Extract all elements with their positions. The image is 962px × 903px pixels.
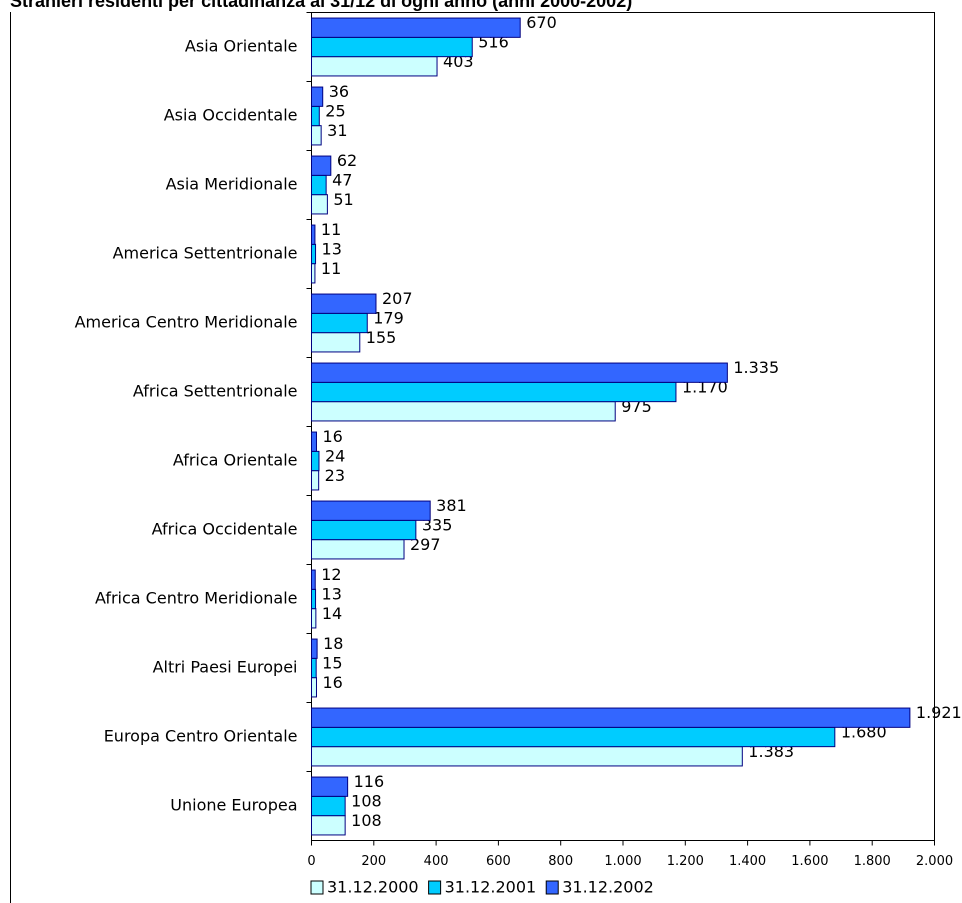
bar — [311, 519, 417, 541]
bar — [311, 450, 320, 472]
data-label: 297 — [410, 535, 441, 554]
bar — [311, 224, 316, 245]
data-label: 51 — [333, 190, 353, 209]
bar — [311, 795, 346, 817]
legend-swatch — [545, 880, 559, 895]
bar — [311, 105, 320, 127]
x-tick-label: 1.800 — [854, 854, 891, 869]
bar — [311, 608, 317, 629]
x-tick-label: 600 — [486, 854, 511, 869]
bar — [311, 174, 327, 196]
data-label: 31 — [327, 121, 347, 140]
data-label: 11 — [321, 259, 341, 278]
bar — [311, 194, 328, 215]
x-tick-label: 1.200 — [667, 854, 704, 869]
bar — [311, 155, 332, 176]
x-tick-label: 0 — [307, 854, 315, 869]
bar — [311, 36, 473, 58]
data-label: 18 — [323, 634, 343, 653]
y-tick-label: Africa Centro Meridionale — [95, 589, 298, 608]
bar — [311, 746, 743, 767]
y-tick-label: Asia Occidentale — [164, 106, 298, 125]
bar — [311, 263, 316, 284]
x-tick-label: 1.400 — [729, 854, 766, 869]
x-tick-label: 1.600 — [791, 854, 828, 869]
bar — [311, 588, 317, 610]
bar — [311, 401, 616, 422]
bar — [311, 776, 349, 797]
x-tick-label: 1.000 — [604, 854, 641, 869]
data-label: 670 — [526, 13, 557, 32]
y-tick-label: Altri Paesi Europei — [153, 658, 298, 677]
y-tick-label: Africa Settentrionale — [133, 382, 298, 401]
legend-swatch — [428, 880, 442, 895]
data-label: 36 — [329, 82, 349, 101]
bar — [311, 293, 377, 314]
bar — [311, 657, 317, 679]
bar — [311, 332, 361, 353]
y-tick-label: Asia Meridionale — [166, 175, 298, 194]
x-tick-label: 400 — [424, 854, 449, 869]
data-label: 23 — [325, 466, 345, 485]
data-label: 16 — [322, 673, 342, 692]
legend-label: 31.12.2000 — [327, 878, 419, 897]
bar — [311, 56, 438, 77]
x-tick-label: 800 — [548, 854, 573, 869]
y-tick-label: Africa Orientale — [173, 451, 298, 470]
y-tick-label: America Centro Meridionale — [75, 313, 298, 332]
bar — [311, 381, 677, 403]
data-label: 13 — [322, 585, 342, 604]
data-label: 381 — [436, 496, 467, 515]
bar — [311, 707, 911, 728]
data-label: 108 — [351, 811, 382, 830]
bar — [311, 362, 728, 383]
data-label: 179 — [373, 309, 404, 328]
x-tick-label: 2.000 — [916, 854, 953, 869]
data-label: 14 — [322, 604, 342, 623]
bar — [311, 638, 318, 659]
bar — [311, 86, 324, 107]
data-label: 25 — [325, 102, 345, 121]
bar — [311, 677, 317, 698]
data-label: 1.335 — [733, 358, 779, 377]
data-label: 15 — [322, 654, 342, 673]
bar — [311, 815, 346, 836]
bar — [311, 243, 317, 265]
bar — [311, 17, 521, 38]
data-label: 1.921 — [916, 703, 962, 722]
y-tick-label: Africa Occidentale — [152, 520, 298, 539]
data-label: 16 — [322, 427, 342, 446]
bar — [311, 569, 316, 590]
bar — [311, 125, 322, 146]
bar — [311, 500, 431, 521]
data-label: 155 — [366, 328, 397, 347]
data-label: 47 — [332, 171, 352, 190]
legend-label: 31.12.2001 — [445, 878, 537, 897]
bar — [311, 312, 368, 334]
bar — [311, 539, 405, 560]
chart-title: Stranieri residenti per cittadinanza al … — [10, 0, 632, 11]
data-label: 116 — [354, 772, 385, 791]
data-label: 24 — [325, 447, 345, 466]
bar — [311, 726, 836, 748]
bar — [311, 431, 317, 452]
data-label: 108 — [351, 792, 382, 811]
x-tick-label: 200 — [361, 854, 386, 869]
y-tick-label: America Settentrionale — [113, 244, 298, 263]
legend-swatch — [310, 880, 324, 895]
legend-label: 31.12.2002 — [562, 878, 654, 897]
y-tick-label: Asia Orientale — [185, 37, 298, 56]
y-tick-label: Europa Centro Orientale — [104, 727, 298, 746]
data-label: 207 — [382, 289, 413, 308]
data-label: 12 — [321, 565, 341, 584]
y-tick-label: Unione Europea — [170, 796, 297, 815]
data-label: 11 — [321, 220, 341, 239]
data-label: 13 — [322, 240, 342, 259]
data-label: 62 — [337, 151, 357, 170]
bar — [311, 470, 320, 491]
